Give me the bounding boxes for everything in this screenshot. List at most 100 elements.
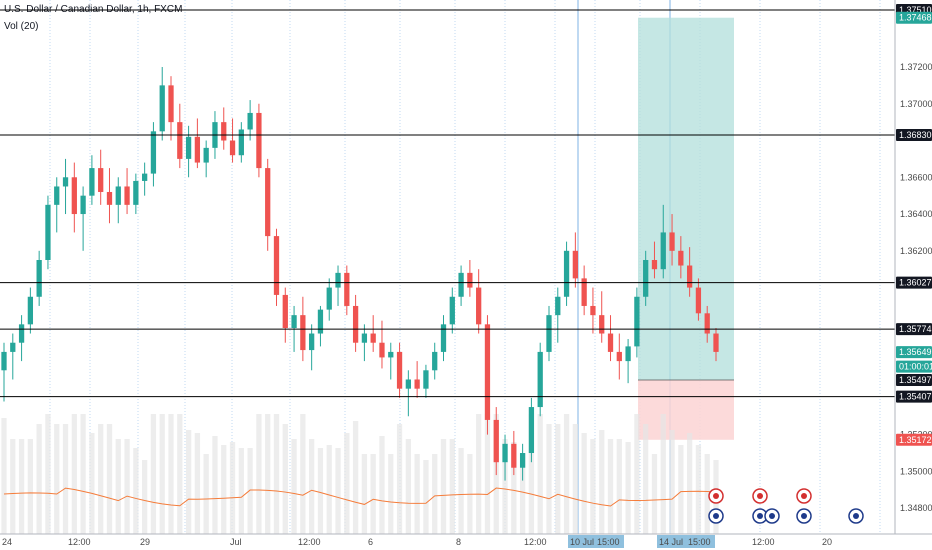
volume-bar <box>555 424 561 534</box>
candle-body <box>414 379 420 389</box>
volume-bar <box>229 442 236 534</box>
volume-bar <box>18 439 25 534</box>
volume-bar <box>221 445 227 534</box>
candle-body <box>616 351 622 362</box>
price-axis[interactable]: 1.372001.370001.366001.364001.362001.352… <box>894 0 932 534</box>
price-label-box <box>896 11 932 24</box>
volume-bar <box>265 414 271 534</box>
price-label-box <box>896 433 932 446</box>
candle-body <box>80 195 86 215</box>
candle-body <box>695 287 702 314</box>
event-flags[interactable] <box>708 488 864 524</box>
price-label-text: 1.37510 <box>899 5 932 15</box>
candle-body <box>150 131 157 174</box>
volume-bar <box>414 454 420 534</box>
volume-bar <box>651 454 658 534</box>
price-label-text: 1.35407 <box>899 392 932 402</box>
candle-body <box>229 140 236 156</box>
volume-bar <box>291 439 297 534</box>
time-tick-label: 12:00 <box>68 537 91 547</box>
volume-bar <box>124 439 130 534</box>
volume-indicator-label: Vol (20) <box>4 21 39 32</box>
candles <box>1 66 719 481</box>
volume-bar <box>511 442 517 534</box>
candle-body <box>607 333 614 352</box>
candle-body <box>45 204 51 260</box>
price-label-text: 1.35172 <box>899 435 932 445</box>
volume-bar <box>142 460 148 534</box>
volume-bar <box>300 414 306 534</box>
volume-bar <box>133 448 139 534</box>
volume-bar <box>379 436 385 534</box>
price-label-text: 1.35497 <box>899 375 932 385</box>
volume-bar <box>660 414 666 534</box>
volume-bar <box>686 433 693 534</box>
candle-body <box>370 333 376 343</box>
volume-ma-line <box>3 487 717 507</box>
candle-body <box>511 443 517 468</box>
candle-body <box>361 333 368 343</box>
volume-bar <box>115 439 121 534</box>
volume-bar <box>572 424 578 534</box>
candle-body <box>168 85 174 123</box>
candle-body <box>669 232 675 251</box>
price-axis-bg <box>895 0 932 534</box>
event-flag-dot <box>757 513 763 519</box>
candle-body <box>27 296 34 325</box>
price-tick-label: 1.36600 <box>900 172 932 182</box>
volume-bar <box>344 433 350 534</box>
volume-bar <box>546 424 552 534</box>
horizontal-levels[interactable] <box>0 9 895 398</box>
time-label-highlight <box>595 535 624 548</box>
volume-bar <box>537 414 543 534</box>
time-tick-label: 8 <box>456 537 461 547</box>
candle-body <box>247 112 253 130</box>
event-flag-dot <box>769 513 775 519</box>
volume-bar <box>98 424 104 534</box>
candle-body <box>599 315 605 334</box>
candle-body <box>71 177 77 215</box>
candle-body <box>713 333 719 352</box>
candle-body <box>159 85 165 132</box>
candle-body <box>300 315 306 351</box>
candle-body <box>352 305 359 343</box>
candle-body <box>660 232 666 270</box>
event-flag-dot <box>853 513 859 519</box>
price-label-text: 1.35649 <box>899 347 932 357</box>
volume-bar <box>643 424 649 534</box>
candle-body <box>62 177 69 187</box>
candle-body <box>273 236 280 295</box>
volume-bar <box>185 430 192 534</box>
time-tick-label: 12:00 <box>752 537 775 547</box>
volume-bar <box>317 448 324 534</box>
candle-body <box>317 309 324 334</box>
candle-body <box>89 168 95 196</box>
volume-bar <box>370 454 376 534</box>
candle-body <box>502 443 508 463</box>
candle-body <box>476 287 482 325</box>
candle-body <box>519 453 526 468</box>
candle-body <box>704 313 710 334</box>
volume-bar <box>326 445 332 534</box>
candle-body <box>10 342 16 352</box>
volume-bar <box>581 433 587 534</box>
volume-bars <box>1 414 719 534</box>
price-tick-label: 1.35000 <box>900 466 932 476</box>
candle-body <box>326 287 332 310</box>
volume-bar <box>484 414 491 534</box>
candle-body <box>36 260 42 297</box>
volume-bar <box>168 414 174 534</box>
candle-body <box>203 147 209 163</box>
candle-body <box>133 180 139 205</box>
candle-body <box>291 315 297 329</box>
volume-bar <box>502 439 508 534</box>
event-flag-dot <box>757 493 763 499</box>
time-tick-label: 20 <box>822 537 832 547</box>
event-flag-dot <box>713 513 719 519</box>
time-tick-label: 12:00 <box>524 537 547 547</box>
candle-body <box>458 272 464 297</box>
time-tick-label: 12:00 <box>298 537 321 547</box>
volume-bar <box>352 421 359 534</box>
